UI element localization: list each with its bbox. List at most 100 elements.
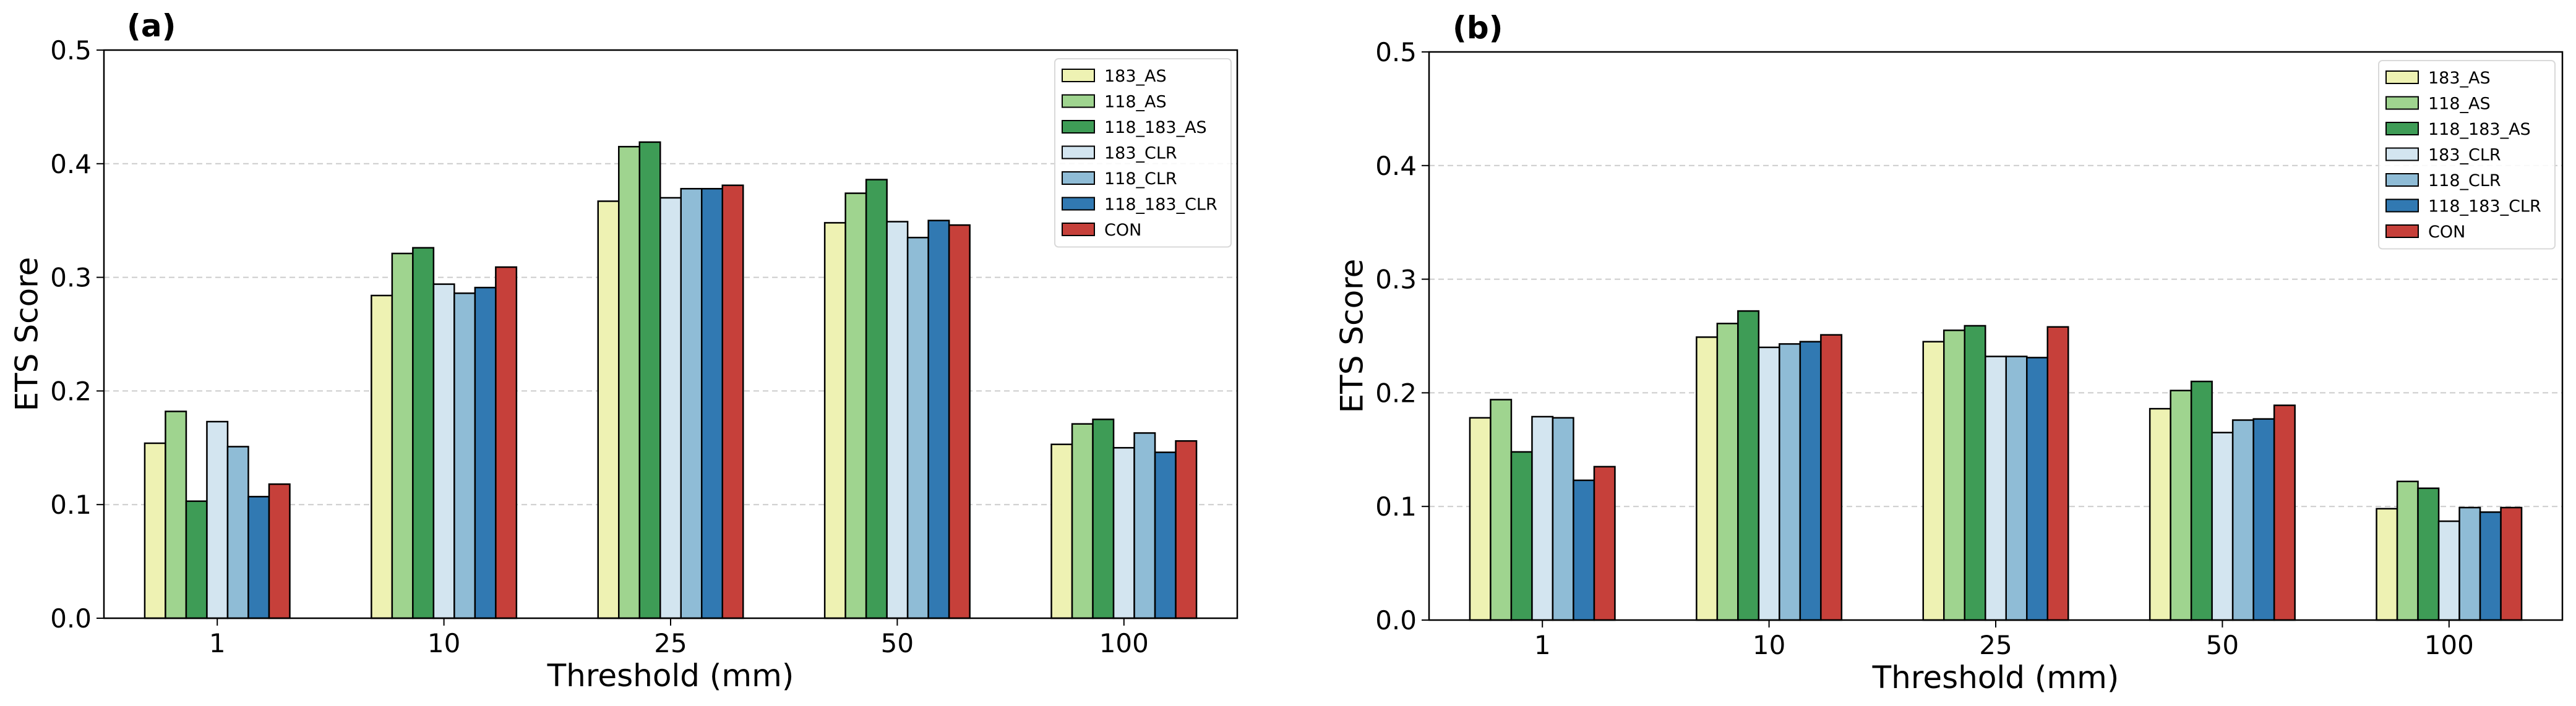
x-tick-label: 10	[427, 628, 460, 658]
x-tick-label: 25	[1979, 630, 2012, 660]
legend: 183_AS 118_AS 118_183_AS 183_CLR 118_CLR 118_…	[2378, 60, 2556, 250]
bar-CON-10	[495, 266, 518, 619]
y-tick-label: 0.4	[1375, 151, 1417, 181]
bar-118_CLR-25	[680, 187, 703, 619]
legend-swatch-118_183_CLR	[2385, 198, 2419, 213]
bar-118_CLR-100	[1133, 432, 1156, 619]
bar-183_CLR-10	[432, 283, 455, 619]
bar-118_183_AS-1	[185, 500, 208, 619]
legend-swatch-118_183_CLR	[1062, 197, 1095, 211]
x-tick-label: 50	[881, 628, 914, 658]
legend-swatch-118_CLR	[1062, 171, 1095, 185]
bar-118_AS-50	[2170, 389, 2192, 621]
bar-183_AS-25	[1922, 341, 1945, 621]
bar-118_183_AS-100	[2417, 487, 2440, 621]
bar-118_CLR-1	[226, 446, 249, 619]
y-tick-label: 0.4	[50, 149, 92, 179]
legend-swatch-183_CLR	[2385, 147, 2419, 161]
legend-swatch-118_AS	[2385, 96, 2419, 110]
legend-swatch-183_AS	[1062, 69, 1095, 82]
legend-box	[1054, 58, 1232, 248]
x-axis-label: Threshold (mm)	[547, 658, 794, 694]
legend-label-183_CLR: 183_CLR	[2428, 146, 2501, 165]
legend-label-118_CLR: 118_CLR	[2428, 171, 2501, 190]
bar-183_AS-25	[597, 200, 620, 619]
legend-box	[2378, 60, 2556, 250]
bar-CON-10	[1820, 334, 1843, 621]
bar-183_AS-100	[2376, 508, 2398, 621]
y-axis-label: ETS Score	[9, 257, 45, 412]
legend-label-183_CLR: 183_CLR	[1104, 144, 1177, 163]
y-axis-label: ETS Score	[1334, 259, 1370, 414]
y-tick-label: 0.5	[50, 35, 92, 66]
legend-swatch-183_CLR	[1062, 145, 1095, 159]
bar-118_183_AS-10	[1737, 310, 1760, 621]
bar-118_183_CLR-10	[1799, 341, 1822, 621]
x-tick-label: 50	[2206, 630, 2239, 660]
bar-118_CLR-50	[906, 237, 929, 619]
bar-CON-50	[948, 224, 971, 619]
bar-183_AS-1	[144, 442, 166, 619]
bar-118_AS-1	[165, 410, 187, 619]
bar-183_CLR-25	[1985, 355, 2007, 621]
bar-118_183_AS-50	[2190, 380, 2213, 621]
bar-118_AS-1	[1490, 399, 1513, 621]
bar-183_CLR-50	[2211, 432, 2234, 621]
bar-CON-1	[1593, 466, 1616, 621]
bar-118_183_CLR-25	[701, 187, 723, 619]
bar-118_183_AS-25	[638, 141, 661, 619]
bar-118_AS-25	[618, 145, 640, 619]
bar-CON-100	[2500, 506, 2523, 621]
bar-CON-50	[2273, 404, 2296, 621]
x-axis-label: Threshold (mm)	[1872, 660, 2119, 695]
legend-label-118_AS: 118_AS	[2428, 95, 2491, 114]
legend-swatch-CON	[2385, 224, 2419, 238]
bar-118_183_CLR-10	[474, 286, 497, 619]
legend-swatch-118_183_AS	[2385, 122, 2419, 135]
legend-swatch-118_CLR	[2385, 173, 2419, 187]
legend-label-118_183_AS: 118_183_AS	[2428, 120, 2531, 139]
legend-label-118_CLR: 118_CLR	[1104, 169, 1177, 189]
legend-label-118_183_AS: 118_183_AS	[1104, 118, 1207, 137]
bar-118_AS-25	[1943, 330, 1965, 621]
bar-CON-1	[268, 483, 291, 619]
bar-CON-100	[1175, 440, 1198, 619]
plot-frame	[1428, 51, 2564, 621]
bar-183_AS-50	[2149, 407, 2171, 621]
legend-label-183_AS: 183_AS	[1104, 67, 1167, 86]
bar-118_183_CLR-50	[927, 219, 950, 619]
x-tick-label: 100	[2424, 630, 2474, 660]
bar-183_AS-1	[1469, 417, 1492, 621]
plot-frame	[103, 49, 1239, 619]
x-tick-label: 25	[654, 628, 687, 658]
x-tick-label: 1	[209, 628, 226, 658]
bar-183_CLR-50	[886, 221, 909, 619]
panel-label: (a)	[127, 8, 176, 44]
bar-118_CLR-100	[2458, 506, 2481, 621]
legend-swatch-183_AS	[2385, 70, 2419, 84]
bar-118_183_CLR-1	[1573, 479, 1595, 621]
bar-118_183_CLR-100	[1154, 451, 1177, 619]
y-tick-label: 0.3	[50, 263, 92, 293]
legend-swatch-118_AS	[1062, 94, 1095, 108]
bar-118_CLR-10	[1779, 343, 1801, 621]
legend-label-118_AS: 118_AS	[1104, 93, 1167, 112]
legend-label-118_183_CLR: 118_183_CLR	[2428, 197, 2541, 216]
bar-183_AS-100	[1050, 443, 1073, 619]
bar-118_183_AS-1	[1510, 451, 1533, 621]
x-tick-label: 1	[1534, 630, 1551, 660]
bar-118_183_CLR-50	[2252, 418, 2275, 621]
bar-118_183_CLR-25	[2026, 357, 2048, 621]
bar-118_183_AS-50	[865, 179, 888, 619]
bar-118_AS-100	[1071, 423, 1094, 619]
x-tick-label: 10	[1753, 630, 1785, 660]
bar-118_183_CLR-1	[247, 496, 270, 619]
bar-118_183_CLR-100	[2479, 511, 2502, 621]
y-tick-label: 0.5	[1375, 37, 1417, 67]
bar-118_AS-100	[2396, 480, 2419, 621]
legend-label-CON: CON	[2428, 223, 2465, 242]
bar-118_183_AS-25	[1964, 325, 1986, 621]
y-tick-label: 0.0	[1375, 605, 1417, 636]
bar-183_CLR-100	[2437, 520, 2460, 621]
